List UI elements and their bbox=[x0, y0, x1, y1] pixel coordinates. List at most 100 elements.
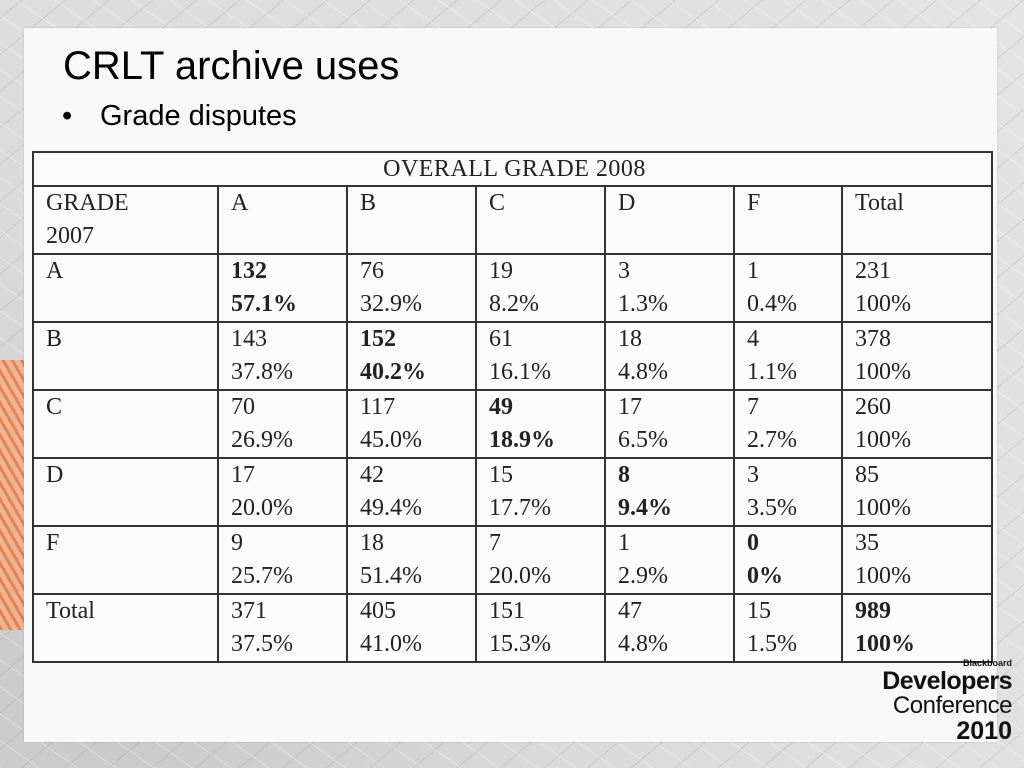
table-body: A 132 57.1% 76 32.9% 19 8.2% 3 1.3% 1 0.4% 231 100% B… bbox=[32, 253, 993, 663]
cell-count: 989 bbox=[855, 598, 891, 624]
cell-count: 61 bbox=[489, 326, 513, 352]
table-row: D 17 20.0% 42 49.4% 15 17.7% 8 9.4% 3 3.5% 85 100% bbox=[32, 457, 993, 527]
cell-count: 260 bbox=[855, 394, 891, 420]
cell-percent: 6.5% bbox=[618, 427, 668, 453]
cell-count: 18 bbox=[360, 530, 384, 556]
cell-count: 85 bbox=[855, 462, 879, 488]
cell-percent: 57.1% bbox=[231, 291, 297, 317]
cell-count: 76 bbox=[360, 258, 384, 284]
column-header: F bbox=[733, 185, 843, 255]
table-cell: 15 1.5% bbox=[733, 593, 843, 663]
cell-percent: 3.5% bbox=[747, 495, 797, 521]
cell-count: 49 bbox=[489, 394, 513, 420]
cell-percent: 45.0% bbox=[360, 427, 422, 453]
cell-percent: 18.9% bbox=[489, 427, 555, 453]
cell-count: 3 bbox=[747, 462, 759, 488]
bullet-dot-icon: • bbox=[62, 100, 73, 132]
cell-count: 0 bbox=[747, 530, 759, 556]
logo-brand: Blackboard bbox=[962, 658, 1012, 668]
row-header-line2: 2007 bbox=[46, 223, 94, 249]
cell-percent: 9.4% bbox=[618, 495, 672, 521]
cell-percent: 1.5% bbox=[747, 631, 797, 657]
table-cell: 231 100% bbox=[841, 253, 993, 323]
column-header: D bbox=[604, 185, 735, 255]
cell-count: 42 bbox=[360, 462, 384, 488]
cell-count: 17 bbox=[618, 394, 642, 420]
cell-count: 151 bbox=[489, 598, 525, 624]
table-cell: 405 41.0% bbox=[346, 593, 477, 663]
row-label: A bbox=[32, 253, 219, 323]
cell-count: 18 bbox=[618, 326, 642, 352]
cell-count: 371 bbox=[231, 598, 267, 624]
cell-count: 17 bbox=[231, 462, 255, 488]
cell-percent: 2.9% bbox=[618, 563, 668, 589]
cell-percent: 0% bbox=[747, 563, 783, 589]
cell-percent: 2.7% bbox=[747, 427, 797, 453]
table-cell: 42 49.4% bbox=[346, 457, 477, 527]
cell-count: 405 bbox=[360, 598, 396, 624]
cell-count: 8 bbox=[618, 462, 630, 488]
cell-percent: 20.0% bbox=[231, 495, 293, 521]
cell-count: 3 bbox=[618, 258, 630, 284]
row-header-label: GRADE 2007 bbox=[32, 185, 219, 255]
cell-count: 15 bbox=[489, 462, 513, 488]
table-cell: 3 3.5% bbox=[733, 457, 843, 527]
row-label: C bbox=[32, 389, 219, 459]
table-cell: 378 100% bbox=[841, 321, 993, 391]
table-cell: 15 17.7% bbox=[475, 457, 606, 527]
grade-comparison-table: OVERALL GRADE 2008 GRADE 2007 A B C D F … bbox=[32, 151, 993, 663]
table-row: Total 371 37.5% 405 41.0% 151 15.3% 47 4.8% 15 1.5… bbox=[32, 593, 993, 663]
cell-percent: 41.0% bbox=[360, 631, 422, 657]
table-row: F 9 25.7% 18 51.4% 7 20.0% 1 2.9% 0 0% 35 100% bbox=[32, 525, 993, 595]
table-cell: 76 32.9% bbox=[346, 253, 477, 323]
table-cell: 3 1.3% bbox=[604, 253, 735, 323]
table-cell: 151 15.3% bbox=[475, 593, 606, 663]
column-header: B bbox=[346, 185, 477, 255]
cell-percent: 4.8% bbox=[618, 631, 668, 657]
cell-percent: 4.8% bbox=[618, 359, 668, 385]
cell-count: 378 bbox=[855, 326, 891, 352]
cell-percent: 1.1% bbox=[747, 359, 797, 385]
table-row: A 132 57.1% 76 32.9% 19 8.2% 3 1.3% 1 0.4% 231 100% bbox=[32, 253, 993, 323]
table-header-row: GRADE 2007 A B C D F Total bbox=[32, 185, 993, 255]
column-header: Total bbox=[841, 185, 993, 255]
cell-percent: 40.2% bbox=[360, 359, 426, 385]
table-cell: 1 2.9% bbox=[604, 525, 735, 595]
table-cell: 7 20.0% bbox=[475, 525, 606, 595]
logo-line2: Conference bbox=[892, 692, 1013, 719]
table-row: B 143 37.8% 152 40.2% 61 16.1% 18 4.8% 4 1.1% 378 10… bbox=[32, 321, 993, 391]
table-cell: 7 2.7% bbox=[733, 389, 843, 459]
cell-percent: 37.5% bbox=[231, 631, 293, 657]
table-cell: 989 100% bbox=[841, 593, 993, 663]
row-label: F bbox=[32, 525, 219, 595]
table-cell: 18 4.8% bbox=[604, 321, 735, 391]
logo-line1: Developers bbox=[882, 667, 1012, 695]
cell-percent: 1.3% bbox=[618, 291, 668, 317]
cell-percent: 15.3% bbox=[489, 631, 551, 657]
table-cell: 17 6.5% bbox=[604, 389, 735, 459]
table-cell: 35 100% bbox=[841, 525, 993, 595]
cell-count: 4 bbox=[747, 326, 759, 352]
decorative-orange-strip bbox=[0, 360, 24, 630]
cell-percent: 100% bbox=[855, 563, 911, 589]
table-cell: 85 100% bbox=[841, 457, 993, 527]
cell-count: 9 bbox=[231, 530, 243, 556]
table-cell: 1 0.4% bbox=[733, 253, 843, 323]
table-cell: 18 51.4% bbox=[346, 525, 477, 595]
developers-conference-logo: Blackboard Developers Conference 2010 bbox=[854, 658, 1012, 744]
column-header: A bbox=[217, 185, 348, 255]
table-cell: 9 25.7% bbox=[217, 525, 348, 595]
cell-percent: 17.7% bbox=[489, 495, 551, 521]
cell-percent: 16.1% bbox=[489, 359, 551, 385]
table-cell: 19 8.2% bbox=[475, 253, 606, 323]
cell-count: 143 bbox=[231, 326, 267, 352]
cell-count: 35 bbox=[855, 530, 879, 556]
table-cell: 152 40.2% bbox=[346, 321, 477, 391]
table-cell: 61 16.1% bbox=[475, 321, 606, 391]
cell-percent: 100% bbox=[855, 359, 911, 385]
cell-count: 7 bbox=[489, 530, 501, 556]
table-cell: 371 37.5% bbox=[217, 593, 348, 663]
cell-count: 132 bbox=[231, 258, 267, 284]
table-cell: 4 1.1% bbox=[733, 321, 843, 391]
cell-percent: 100% bbox=[855, 495, 911, 521]
